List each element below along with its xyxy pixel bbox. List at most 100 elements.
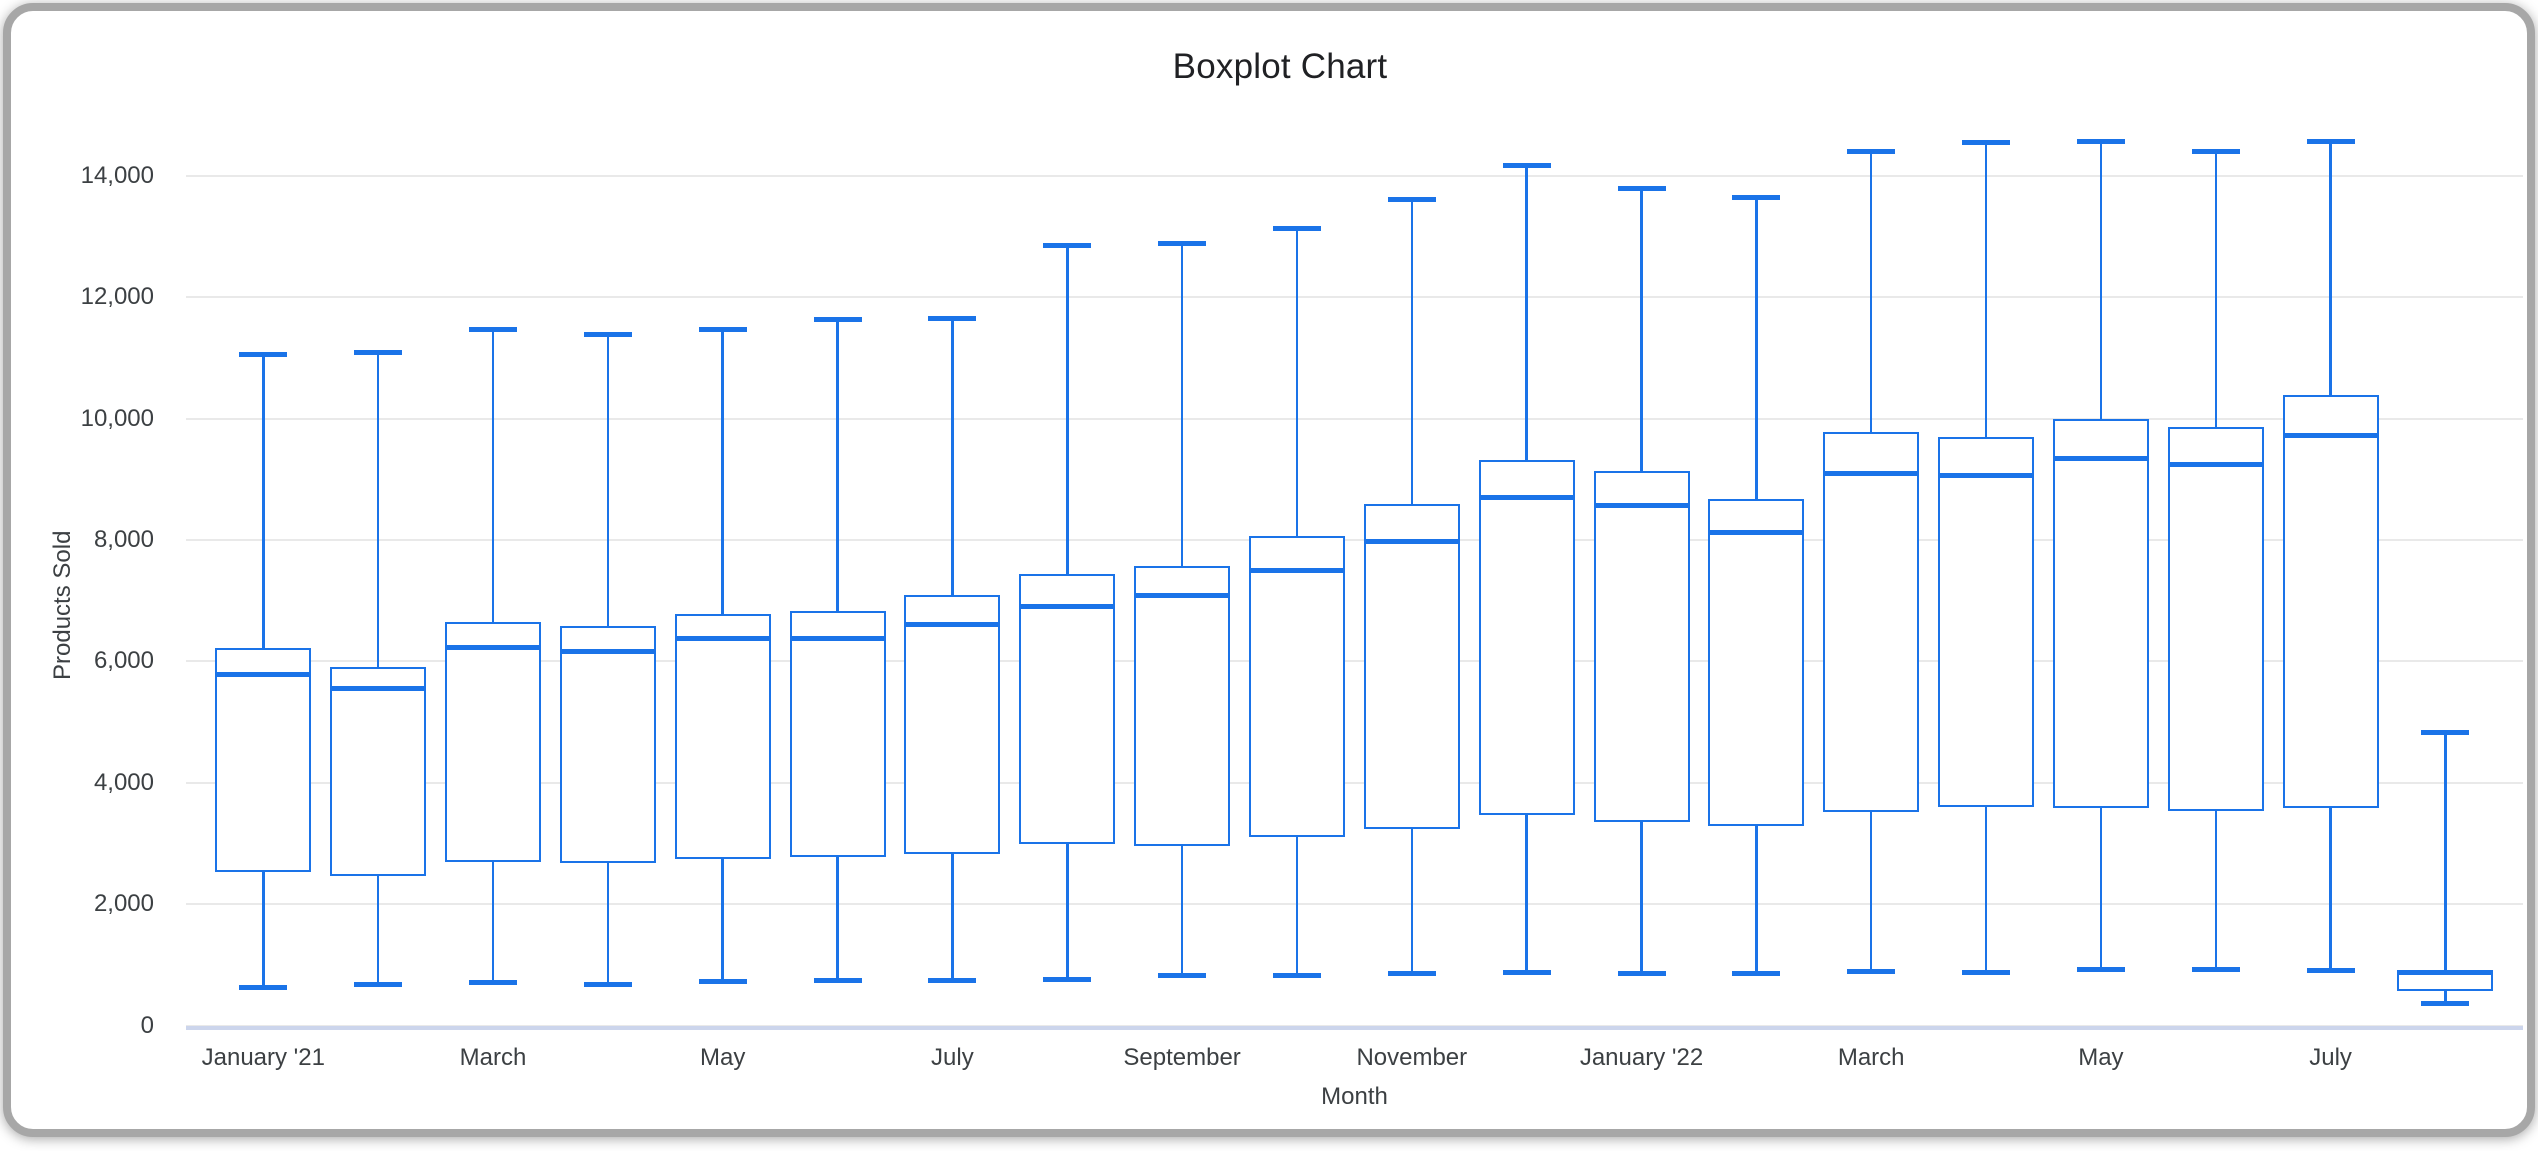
median-line[interactable] xyxy=(330,686,427,692)
x-tick-label: November xyxy=(1356,1044,1468,1071)
y-tick-label: 6,000 xyxy=(93,647,154,675)
whisker-line xyxy=(2444,732,2447,1004)
median-line[interactable] xyxy=(1938,473,2035,479)
median-line[interactable] xyxy=(215,671,312,677)
median-line[interactable] xyxy=(1823,470,1920,476)
box[interactable] xyxy=(789,610,886,858)
whisker-cap-top[interactable] xyxy=(469,326,517,332)
box[interactable] xyxy=(904,595,1001,855)
whisker-cap-top[interactable] xyxy=(583,332,632,338)
whisker-cap-bottom[interactable] xyxy=(813,978,862,984)
whisker-cap-bottom[interactable] xyxy=(239,985,288,991)
box[interactable] xyxy=(445,621,541,862)
box[interactable] xyxy=(1593,470,1690,822)
median-line[interactable] xyxy=(445,645,541,651)
whisker-cap-top[interactable] xyxy=(928,316,977,322)
median-line[interactable] xyxy=(559,649,656,655)
x-tick-label: January '22 xyxy=(1579,1044,1704,1071)
median-line[interactable] xyxy=(674,636,771,642)
y-tick-label: 4,000 xyxy=(93,768,154,796)
box[interactable] xyxy=(1478,459,1575,815)
whisker-cap-bottom[interactable] xyxy=(1272,973,1321,979)
whisker-cap-top[interactable] xyxy=(813,317,862,323)
gridline xyxy=(186,174,2523,177)
box[interactable] xyxy=(2167,426,2264,811)
boxplot-chart: Boxplot Chart Products Sold Month 0 2,000… xyxy=(11,11,2538,1151)
whisker-cap-top[interactable] xyxy=(1043,243,1092,248)
whisker-cap-top[interactable] xyxy=(698,327,747,333)
box[interactable] xyxy=(1019,573,1116,844)
chart-title: Boxplot Chart xyxy=(1172,47,1388,86)
box[interactable] xyxy=(2282,395,2379,808)
median-line[interactable] xyxy=(1478,494,1575,500)
whisker-cap-top[interactable] xyxy=(1272,226,1321,231)
gridline xyxy=(186,417,2523,420)
y-tick-label: 10,000 xyxy=(80,404,154,432)
median-line[interactable] xyxy=(1134,593,1231,599)
median-line[interactable] xyxy=(2167,461,2264,467)
whisker-cap-bottom[interactable] xyxy=(698,978,747,984)
box[interactable] xyxy=(1134,565,1231,846)
median-line[interactable] xyxy=(2282,432,2379,438)
whisker-cap-bottom[interactable] xyxy=(1043,977,1092,983)
median-line[interactable] xyxy=(1248,567,1345,573)
median-line[interactable] xyxy=(1708,530,1805,536)
whisker-cap-bottom[interactable] xyxy=(1732,971,1781,977)
box[interactable] xyxy=(1823,432,1920,812)
x-axis-title: Month xyxy=(1321,1083,1388,1110)
whisker-cap-bottom[interactable] xyxy=(2421,1000,2470,1006)
whisker-cap-bottom[interactable] xyxy=(2191,967,2240,973)
median-line[interactable] xyxy=(1363,538,1460,544)
x-tick-label: July xyxy=(2309,1044,2352,1071)
y-tick-label: 2,000 xyxy=(93,890,154,918)
whisker-cap-top[interactable] xyxy=(1962,139,2011,145)
box[interactable] xyxy=(1248,536,1345,838)
box[interactable] xyxy=(330,666,427,876)
whisker-cap-bottom[interactable] xyxy=(583,981,632,987)
median-line[interactable] xyxy=(789,635,886,641)
whisker-cap-top[interactable] xyxy=(1387,197,1436,203)
whisker-cap-top[interactable] xyxy=(1732,195,1781,201)
median-line[interactable] xyxy=(2052,456,2149,462)
x-axis-line xyxy=(186,1025,2523,1030)
whisker-cap-bottom[interactable] xyxy=(1962,969,2011,975)
whisker-cap-top[interactable] xyxy=(1617,185,1666,191)
whisker-cap-bottom[interactable] xyxy=(1158,973,1207,979)
median-line[interactable] xyxy=(904,622,1001,628)
x-tick-label: January '21 xyxy=(201,1044,325,1071)
whisker-cap-bottom[interactable] xyxy=(1502,969,1551,975)
median-line[interactable] xyxy=(1593,502,1690,508)
box[interactable] xyxy=(2052,419,2149,809)
y-tick-label: 12,000 xyxy=(80,283,154,311)
whisker-cap-top[interactable] xyxy=(2191,148,2240,154)
whisker-cap-bottom[interactable] xyxy=(2076,967,2125,973)
box[interactable] xyxy=(674,613,771,860)
box[interactable] xyxy=(1363,504,1460,830)
whisker-cap-bottom[interactable] xyxy=(354,981,403,987)
whisker-cap-top[interactable] xyxy=(239,351,288,357)
whisker-cap-bottom[interactable] xyxy=(2306,967,2355,973)
screenshot-frame: Boxplot Chart Products Sold Month 0 2,000… xyxy=(3,3,2535,1137)
whisker-cap-top[interactable] xyxy=(2306,138,2355,144)
median-line[interactable] xyxy=(2397,970,2494,976)
whisker-cap-top[interactable] xyxy=(2421,730,2470,736)
whisker-cap-bottom[interactable] xyxy=(1847,968,1896,974)
x-tick-label: May xyxy=(2078,1044,2124,1071)
whisker-cap-top[interactable] xyxy=(1502,162,1551,168)
whisker-cap-bottom[interactable] xyxy=(928,978,977,984)
x-tick-label: May xyxy=(700,1044,746,1071)
whisker-cap-top[interactable] xyxy=(1847,148,1896,154)
whisker-cap-bottom[interactable] xyxy=(1387,971,1436,977)
median-line[interactable] xyxy=(1019,603,1116,609)
whisker-cap-top[interactable] xyxy=(354,350,403,356)
whisker-cap-bottom[interactable] xyxy=(469,979,517,985)
box[interactable] xyxy=(1708,498,1805,827)
whisker-cap-top[interactable] xyxy=(2076,139,2125,145)
box[interactable] xyxy=(215,647,312,872)
gridline xyxy=(186,660,2523,663)
box[interactable] xyxy=(559,626,656,864)
whisker-cap-bottom[interactable] xyxy=(1617,971,1666,977)
whisker-cap-top[interactable] xyxy=(1158,241,1207,247)
y-tick-label: 14,000 xyxy=(80,161,154,189)
box[interactable] xyxy=(1938,437,2035,807)
